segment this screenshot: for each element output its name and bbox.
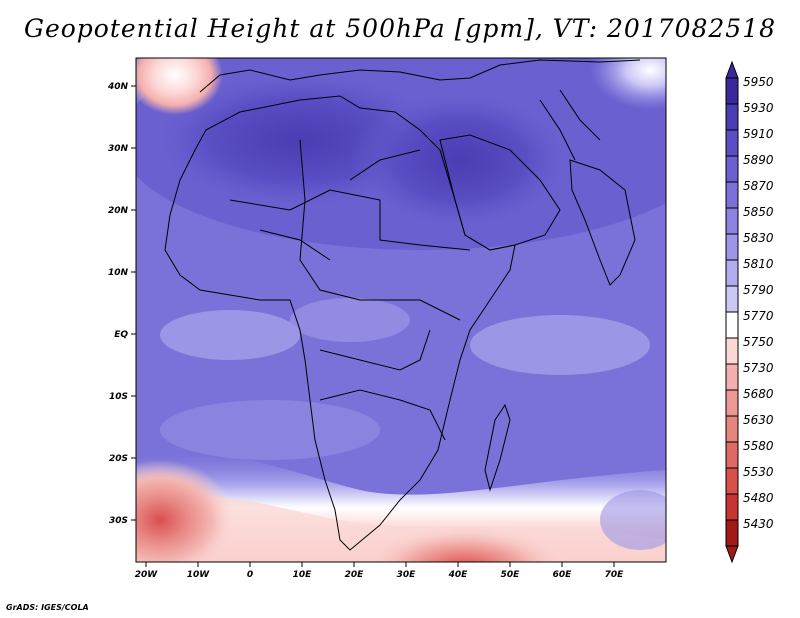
lat-tick-label: 20N [108,206,129,216]
colorbar-swatch [725,259,739,287]
lon-axis: 20W 10W 0 10E 20E 30E 40E 50E 60E 70E [135,562,624,580]
lon-tick-label: 70E [605,570,625,580]
colorbar-swatch [725,415,739,443]
grads-credit: GrADS: IGES/COLA [6,603,89,612]
colorbar-label: 5770 [743,309,774,323]
colorbar-swatch [725,129,739,157]
lon-tick-label: 40E [448,570,469,580]
lat-tick-label: 20S [109,454,128,464]
colorbar-swatch [725,311,739,339]
colorbar-label: 5680 [743,387,774,401]
colorbar-label: 5790 [743,283,774,297]
lon-tick-label: 10E [293,570,313,580]
colorbar-swatch [725,103,739,131]
lon-tick-label: 50E [501,570,521,580]
colorbar-label: 5530 [743,465,774,479]
lat-tick-label: 30N [108,144,129,154]
colorbar-label: 5430 [743,517,774,531]
colorbar-swatch [725,519,739,547]
lat-tick-label: 10N [108,268,129,278]
lon-tick-label: 60E [553,570,573,580]
colorbar-swatch [725,493,739,521]
colorbar-label: 5910 [743,127,774,141]
colorbar-label: 5930 [743,101,774,115]
colorbar-swatch [725,389,739,417]
colorbar-label: 5890 [743,153,774,167]
colorbar-top-arrow [725,60,739,79]
lon-tick-label: 0 [247,570,253,580]
lon-tick-label: 20E [345,570,365,580]
lon-tick-label: 20W [135,570,159,580]
colorbar-swatch [725,467,739,495]
colorbar-label: 5830 [743,231,774,245]
colorbar-swatch [725,441,739,469]
colorbar-swatch [725,155,739,183]
colorbar-label: 5750 [743,335,774,349]
map-title: Geopotential Height at 500hPa [gpm], VT:… [23,14,777,43]
lat-tick-label: 10S [109,392,128,402]
colorbar-swatch [725,285,739,313]
geopotential-field [136,58,666,562]
colorbar-label: 5580 [743,439,774,453]
colorbar-label: 5480 [743,491,774,505]
colorbar-swatch [725,363,739,391]
lat-tick-label: 40N [107,82,129,92]
colorbar: 5950 5930 5910 5890 5870 5850 5830 5810 5790 5770… [725,60,774,564]
lon-tick-label: 30E [397,570,417,580]
lon-tick-label: 10W [187,570,211,580]
colorbar-swatch [725,181,739,209]
colorbar-bottom-arrow [725,545,739,564]
colorbar-swatch [725,337,739,365]
lat-tick-label: 30S [109,516,128,526]
colorbar-swatch [725,207,739,235]
colorbar-label: 5630 [743,413,774,427]
lat-axis: 40N 30N 20N 10N EQ 10S 20S 30S [107,82,136,526]
colorbar-label: 5950 [743,75,774,89]
lat-tick-label: EQ [114,330,128,340]
coastlines [164,59,641,551]
colorbar-swatch [725,77,739,105]
colorbar-label: 5730 [743,361,774,375]
colorbar-label: 5870 [743,179,774,193]
colorbar-label: 5810 [743,257,774,271]
colorbar-label: 5850 [743,205,774,219]
colorbar-swatch [725,233,739,261]
